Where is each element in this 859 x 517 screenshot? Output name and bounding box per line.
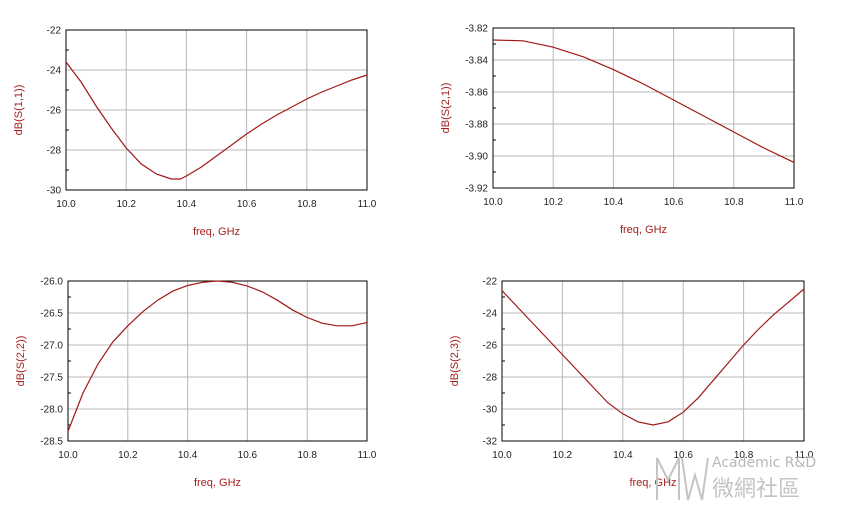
series-line (67, 280, 368, 432)
x-axis-label: freq, GHz (620, 224, 667, 236)
plot-frame (492, 27, 795, 189)
x-tick-label: 10.6 (673, 450, 693, 461)
x-tick-label: 10.0 (58, 450, 78, 461)
y-tick-label: -30 (47, 186, 62, 197)
x-tick-label: 10.8 (724, 197, 744, 208)
x-tick-label: 11.0 (358, 450, 377, 461)
y-tick-label: -22 (47, 26, 62, 37)
y-tick-label: -26 (483, 341, 498, 352)
y-tick-label: -26.0 (40, 277, 63, 288)
y-axis-label: dB(S(2,1)) (440, 83, 452, 134)
y-tick-label: -3.82 (465, 24, 488, 35)
y-tick-label: -26 (47, 106, 62, 117)
series-line (65, 61, 368, 180)
series-line (492, 39, 795, 163)
x-tick-label: 10.8 (734, 450, 754, 461)
y-tick-label: -27.0 (40, 341, 63, 352)
x-tick-label: 10.8 (297, 199, 317, 210)
x-tick-label: 10.4 (604, 197, 624, 208)
y-tick-label: -28 (483, 373, 498, 384)
x-tick-label: 11.0 (358, 199, 377, 210)
x-tick-label: 10.4 (177, 199, 197, 210)
x-tick-label: 10.0 (483, 197, 503, 208)
x-tick-label: 10.4 (613, 450, 633, 461)
plot-frame (67, 280, 368, 442)
y-tick-label: -3.90 (465, 152, 488, 163)
y-tick-label: -27.5 (40, 373, 63, 384)
x-tick-label: 10.2 (553, 450, 573, 461)
y-tick-label: -3.88 (465, 120, 488, 131)
y-tick-label: -3.92 (465, 184, 488, 195)
x-tick-label: 10.6 (238, 450, 258, 461)
x-tick-label: 10.2 (543, 197, 563, 208)
x-tick-label: 10.0 (492, 450, 512, 461)
watermark-text-en: Academic R&D (712, 455, 816, 471)
x-tick-label: 11.0 (785, 197, 804, 208)
y-tick-label: -32 (483, 437, 498, 448)
x-tick-label: 10.2 (116, 199, 136, 210)
chart-panel-1: 10.0 10.2 10.4 10.6 10.8 11.0 -30 -28 -26 -24 -22 f… (13, 26, 377, 239)
x-tick-label: 10.6 (237, 199, 257, 210)
y-tick-label: -3.84 (465, 56, 488, 67)
y-axis-label: dB(S(1,1)) (13, 85, 25, 136)
y-tick-label: -22 (483, 277, 498, 288)
y-tick-label: -24 (47, 66, 62, 77)
y-tick-label: -28.0 (40, 405, 63, 416)
watermark: Academic R&D 微網社區 (656, 455, 816, 502)
y-tick-label: -24 (483, 309, 498, 320)
y-tick-label: -3.86 (465, 88, 488, 99)
plot-frame (501, 280, 805, 442)
x-tick-label: 10.8 (297, 450, 317, 461)
y-tick-label: -26.5 (40, 309, 63, 320)
series-line (501, 288, 805, 426)
x-tick-label: 10.0 (56, 199, 76, 210)
watermark-text-cn: 微網社區 (712, 477, 800, 502)
x-axis-label: freq, GHz (629, 477, 676, 489)
y-tick-label: -28 (47, 146, 62, 157)
chart-panel-3: 10.0 10.2 10.4 10.6 10.8 11.0 -28.5 -28.0 -27.5 -… (15, 277, 377, 490)
y-tick-label: -30 (483, 405, 498, 416)
x-tick-label: 11.0 (795, 450, 814, 461)
plot-frame (65, 29, 368, 191)
x-tick-label: 10.2 (118, 450, 138, 461)
mw-logo-icon (656, 457, 709, 501)
y-tick-label: -28.5 (40, 437, 63, 448)
x-axis-label: freq, GHz (193, 226, 240, 238)
charts-group: 10.0 10.2 10.4 10.6 10.8 11.0 -30 -28 -26 -24 -22 f… (13, 24, 814, 490)
chart-panel-2: 10.0 10.2 10.4 10.6 10.8 11.0 -3.92 -3.90 -3.88 -… (440, 24, 804, 237)
chart-panel-4: 10.0 10.2 10.4 10.6 10.8 11.0 -32 -30 -28 -26 -24 -… (449, 277, 814, 490)
x-tick-label: 10.6 (664, 197, 684, 208)
y-axis-label: dB(S(2,2)) (15, 336, 27, 387)
x-tick-label: 10.4 (178, 450, 198, 461)
y-axis-label: dB(S(2,3)) (449, 336, 461, 387)
x-axis-label: freq, GHz (194, 477, 241, 489)
